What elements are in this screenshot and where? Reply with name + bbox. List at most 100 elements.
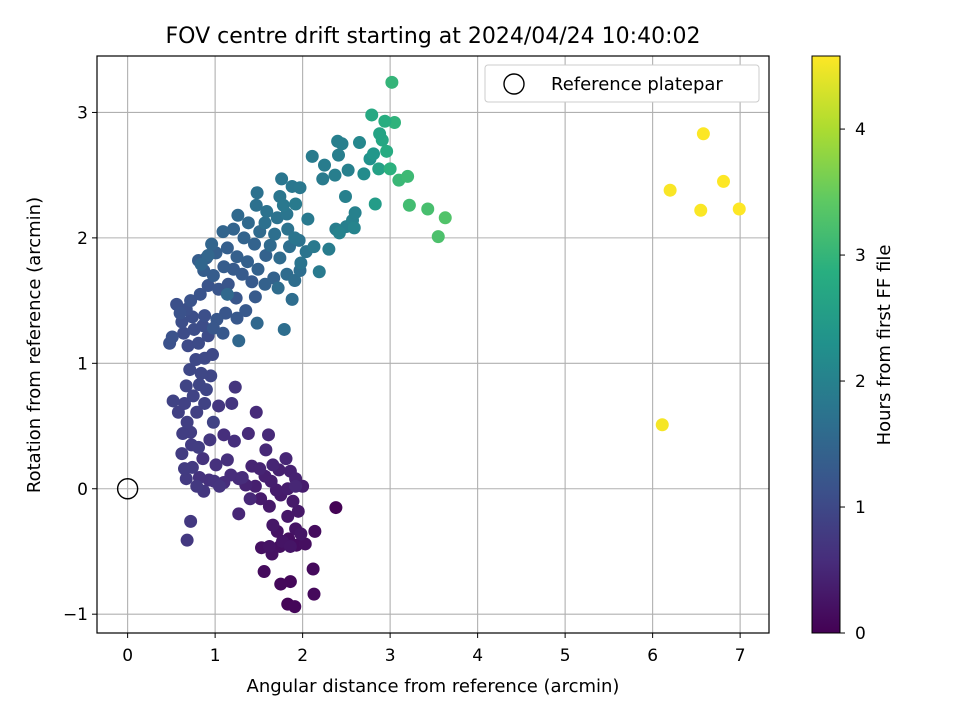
scatter-point — [322, 242, 336, 256]
scatter-point — [180, 533, 194, 547]
scatter-point — [216, 225, 230, 239]
scatter-point — [250, 316, 264, 330]
scatter-point — [173, 306, 187, 320]
scatter-point — [294, 527, 308, 541]
scatter-point — [217, 428, 231, 442]
scatter-point — [365, 108, 379, 122]
reference-platepar-marker — [116, 478, 139, 500]
scatter-point — [198, 309, 212, 323]
scatter-point — [248, 290, 262, 304]
scatter-point — [230, 250, 244, 264]
x-axis-label: Angular distance from reference (arcmin) — [247, 676, 620, 697]
scatter-point — [266, 518, 280, 532]
scatter-point — [307, 240, 321, 254]
scatter-point — [276, 198, 290, 212]
scatter-point — [260, 205, 274, 219]
scatter-point — [259, 248, 273, 262]
scatter-point — [373, 127, 387, 141]
scatter-point — [438, 211, 452, 225]
scatter-point — [378, 114, 392, 128]
scatter-point — [268, 227, 282, 241]
scatter-point — [357, 167, 371, 181]
scatter-point — [235, 470, 249, 484]
scatter-point — [288, 274, 302, 288]
scatter-point — [186, 389, 200, 403]
colorbar-tick-label: 1 — [855, 498, 866, 518]
scatter-point — [312, 265, 326, 279]
scatter-point — [318, 158, 331, 172]
scatter-point — [380, 144, 394, 158]
scatter-point — [262, 428, 275, 442]
scatter-point — [203, 433, 217, 447]
scatter-point — [248, 479, 262, 493]
scatter-point — [249, 405, 263, 419]
scatter-point — [368, 197, 382, 211]
scatter-point — [331, 134, 345, 148]
scatter-point — [183, 363, 197, 377]
scatter-point — [259, 443, 273, 457]
scatter-point — [228, 380, 242, 394]
scatter-point — [332, 148, 345, 162]
scatter-point — [431, 230, 445, 244]
scatter-point — [341, 163, 355, 177]
reference-marker — [116, 478, 139, 500]
scatter-point — [307, 587, 321, 601]
scatter-point — [291, 504, 305, 518]
scatter-point — [190, 405, 204, 419]
scatter-point — [277, 322, 291, 336]
scatter-point — [732, 202, 746, 216]
scatter-point — [275, 172, 289, 186]
scatter-point — [289, 479, 303, 493]
scatter-point — [401, 169, 415, 183]
scatter-point — [245, 275, 259, 289]
scatter-point — [241, 427, 255, 441]
scatter-point — [293, 181, 307, 195]
colorbar-gradient — [811, 55, 841, 634]
y-axis-ticks: −1 0 1 2 3 — [63, 103, 97, 625]
colorbar: 0 1 2 3 4 Hours from first FF file — [811, 55, 895, 644]
scatter-point — [347, 221, 361, 235]
scatter-point — [332, 226, 346, 240]
colorbar-tick-label: 3 — [855, 246, 866, 266]
scatter-point — [221, 277, 235, 291]
scatter-point — [201, 279, 215, 293]
scatter-point — [194, 257, 208, 271]
scatter-point — [193, 287, 207, 301]
scatter-point — [308, 524, 322, 538]
data-points — [163, 75, 746, 614]
scatter-point — [254, 492, 268, 506]
scatter-point — [286, 494, 300, 508]
x-tick-label: 4 — [472, 646, 483, 666]
scatter-point — [175, 447, 189, 461]
scatter-point — [241, 216, 255, 230]
scatter-point — [213, 479, 226, 493]
scatter-point — [184, 514, 198, 528]
scatter-point — [288, 600, 302, 614]
plot-frame — [96, 55, 770, 634]
scatter-point — [227, 434, 241, 448]
scatter-point — [421, 202, 435, 216]
scatter-point — [196, 452, 210, 466]
scatter-point — [298, 537, 312, 551]
scatter-point — [250, 186, 264, 200]
scatter-point — [663, 183, 677, 197]
colorbar-label: Hours from first FF file — [874, 245, 895, 446]
scatter-point — [179, 379, 193, 393]
scatter-point — [190, 479, 204, 493]
colorbar-tick-label: 0 — [855, 624, 866, 644]
scatter-point — [205, 237, 219, 251]
scatter-point — [348, 206, 362, 220]
scatter-point — [177, 326, 191, 340]
scatter-point — [383, 162, 397, 176]
scatter-point — [192, 336, 205, 350]
x-tick-label: 5 — [560, 646, 571, 666]
scatter-point — [339, 189, 352, 203]
scatter-point — [266, 458, 280, 472]
scatter-point — [227, 222, 240, 236]
scatter-point — [271, 281, 285, 295]
scatter-point — [248, 237, 261, 251]
scatter-point — [696, 127, 710, 141]
scatter-point — [217, 260, 231, 274]
legend-entry-reference: Reference platepar — [551, 74, 723, 95]
